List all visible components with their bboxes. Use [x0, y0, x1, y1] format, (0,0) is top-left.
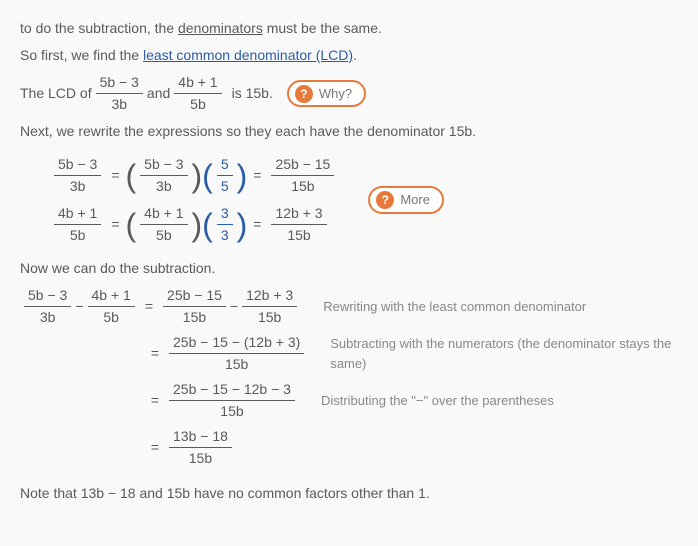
denominator: 15b — [242, 307, 297, 328]
fraction: 5b − 3 3b — [96, 72, 143, 115]
footer-note: Note that 13b − 18 and 15b have no commo… — [20, 483, 678, 504]
badge-label: Why? — [319, 84, 352, 104]
equals: = — [111, 165, 119, 186]
numerator: 25b − 15 − (12b + 3) — [169, 332, 304, 354]
paren-open: ( — [202, 209, 213, 241]
lcd-row: The LCD of 5b − 3 3b and 4b + 1 5b is 15… — [20, 72, 678, 115]
numerator: 5b − 3 — [24, 285, 71, 307]
paren-close: ) — [237, 160, 248, 192]
numerator: 25b − 15 — [163, 285, 226, 307]
text: is 15b. — [232, 83, 273, 104]
fraction-multiplier: 5 5 — [217, 154, 233, 197]
question-icon: ? — [376, 191, 394, 209]
text: So first, we find the — [20, 47, 143, 63]
text: must be the same. — [263, 20, 382, 36]
minus: − — [230, 296, 238, 317]
numerator: 5b − 3 — [140, 154, 187, 176]
more-button[interactable]: ? More — [368, 186, 444, 214]
text: . — [353, 47, 357, 63]
numerator: 4b + 1 — [54, 203, 101, 225]
equals: = — [253, 214, 261, 235]
denominator: 15b — [169, 354, 304, 375]
fraction: 25b − 15 − (12b + 3) 15b — [169, 332, 304, 375]
step-note: Distributing the "−" over the parenthese… — [321, 391, 678, 411]
denominator: 5b — [174, 94, 221, 115]
step-note: Subtracting with the numerators (the den… — [330, 334, 678, 373]
denominator: 5b — [140, 225, 187, 246]
term-lcd[interactable]: least common denominator (LCD) — [143, 47, 353, 63]
fraction: 25b − 15 − 12b − 3 15b — [169, 379, 295, 422]
denominator: 15b — [271, 225, 326, 246]
text: The LCD of — [20, 83, 92, 104]
paren-close: ) — [237, 209, 248, 241]
fraction: 12b + 3 15b — [242, 285, 297, 328]
fraction: 4b + 1 5b — [140, 203, 187, 246]
intro-line-1: to do the subtraction, the denominators … — [20, 18, 678, 39]
fraction: 4b + 1 5b — [174, 72, 221, 115]
numerator: 12b + 3 — [242, 285, 297, 307]
numerator: 4b + 1 — [174, 72, 221, 94]
denominator: 5b — [88, 307, 135, 328]
text: and — [147, 83, 170, 104]
rewrite-row-2: 4b + 1 5b = ( 4b + 1 5b ) ( 3 3 ) = 12b … — [50, 203, 338, 246]
denominator: 15b — [169, 401, 295, 422]
numerator: 4b + 1 — [140, 203, 187, 225]
denominator: 3b — [54, 176, 101, 197]
denominator: 3 — [217, 225, 233, 246]
fraction: 4b + 1 5b — [88, 285, 135, 328]
numerator: 5 — [217, 154, 233, 176]
fraction: 5b − 3 3b — [54, 154, 101, 197]
step-note: Rewriting with the least common denomina… — [323, 297, 678, 317]
denominator: 3b — [24, 307, 71, 328]
term-denominators: denominators — [178, 20, 263, 36]
fraction: 5b − 3 3b — [140, 154, 187, 197]
equals: = — [145, 296, 153, 317]
denominator: 3b — [140, 176, 187, 197]
denominator: 5b — [54, 225, 101, 246]
denominator: 15b — [169, 448, 232, 469]
step-3: = 25b − 15 − 12b − 3 15b Distributing th… — [20, 379, 678, 422]
fraction: 4b + 1 5b — [54, 203, 101, 246]
numerator: 25b − 15 − 12b − 3 — [169, 379, 295, 401]
numerator: 13b − 18 — [169, 426, 232, 448]
now-line: Now we can do the subtraction. — [20, 258, 678, 279]
fraction: 13b − 18 15b — [169, 426, 232, 469]
badge-label: More — [400, 190, 430, 210]
denominator: 5 — [217, 176, 233, 197]
denominator: 15b — [271, 176, 334, 197]
paren-close: ) — [192, 209, 203, 241]
question-icon: ? — [295, 85, 313, 103]
numerator: 25b − 15 — [271, 154, 334, 176]
numerator: 5b − 3 — [96, 72, 143, 94]
fraction: 25b − 15 15b — [271, 154, 334, 197]
numerator: 4b + 1 — [88, 285, 135, 307]
step-2: = 25b − 15 − (12b + 3) 15b Subtracting w… — [20, 332, 678, 375]
fraction-multiplier: 3 3 — [217, 203, 233, 246]
equals: = — [151, 437, 159, 458]
equals: = — [151, 343, 159, 364]
equals: = — [253, 165, 261, 186]
text: to do the subtraction, the — [20, 20, 178, 36]
why-button[interactable]: ? Why? — [287, 80, 366, 108]
paren-open: ( — [202, 160, 213, 192]
next-line: Next, we rewrite the expressions so they… — [20, 121, 678, 142]
minus: − — [75, 296, 83, 317]
fraction: 25b − 15 15b — [163, 285, 226, 328]
fraction: 5b − 3 3b — [24, 285, 71, 328]
denominator: 3b — [96, 94, 143, 115]
equals: = — [111, 214, 119, 235]
fraction: 12b + 3 15b — [271, 203, 326, 246]
paren-open: ( — [126, 209, 137, 241]
numerator: 3 — [217, 203, 233, 225]
paren-close: ) — [192, 160, 203, 192]
step-4: = 13b − 18 15b — [20, 426, 678, 469]
denominator: 15b — [163, 307, 226, 328]
rewrite-row-1: 5b − 3 3b = ( 5b − 3 3b ) ( 5 5 ) = 25b … — [50, 154, 338, 197]
numerator: 5b − 3 — [54, 154, 101, 176]
numerator: 12b + 3 — [271, 203, 326, 225]
step-1: 5b − 3 3b − 4b + 1 5b = 25b − 15 15b − 1… — [20, 285, 678, 328]
intro-line-2: So first, we find the least common denom… — [20, 45, 678, 66]
equals: = — [151, 390, 159, 411]
paren-open: ( — [126, 160, 137, 192]
